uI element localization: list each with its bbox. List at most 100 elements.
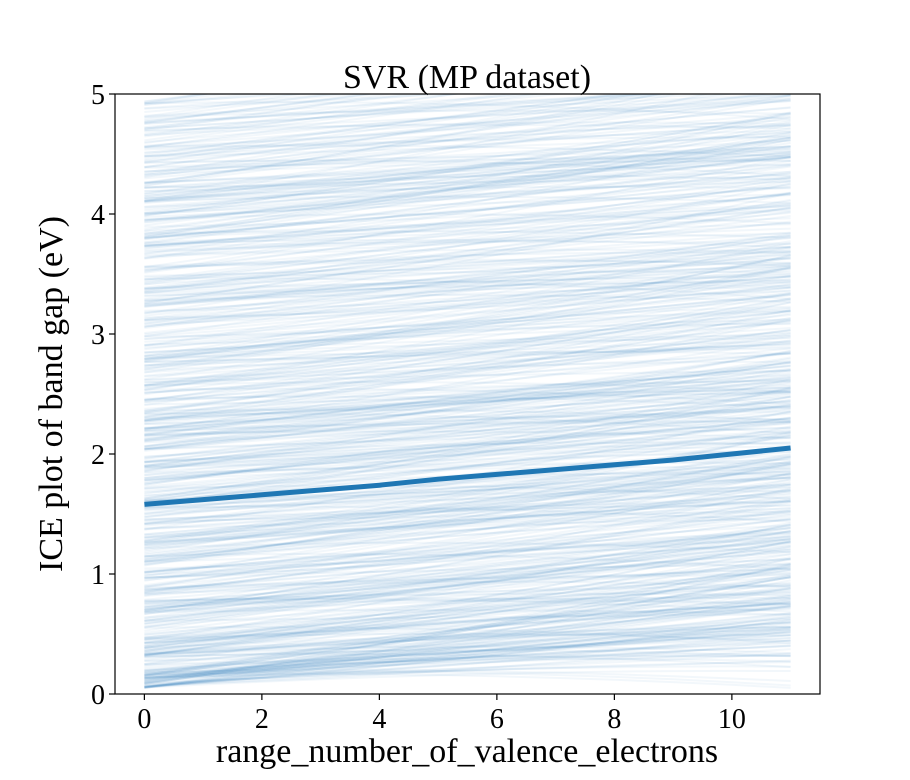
ice-curve (144, 637, 791, 674)
ice-curve (144, 390, 791, 426)
ice-curve (144, 576, 791, 619)
ice-curve (144, 94, 664, 187)
ice-curve (144, 144, 791, 158)
ice-curve (144, 248, 791, 258)
ice-curve (144, 396, 791, 467)
ice-curve (144, 627, 791, 678)
ice-curve (144, 257, 791, 306)
ice-curve (144, 576, 791, 677)
ice-curve (144, 251, 791, 271)
y-axis-label: ICE plot of band gap (eV) (33, 216, 70, 572)
ice-curve (144, 517, 791, 577)
ice-curve (144, 262, 791, 277)
ice-curve (144, 455, 791, 545)
ice-curve (144, 483, 791, 589)
ice-curve (144, 380, 791, 448)
ice-curve (144, 94, 771, 177)
ice-curve (144, 94, 416, 130)
ice-curve (144, 232, 791, 325)
ice-curve (144, 145, 791, 215)
x-tick-label: 10 (718, 704, 746, 735)
ice-curve (144, 417, 791, 444)
ice-curve (144, 654, 791, 667)
ice-curve (144, 609, 791, 616)
ice-curve (144, 297, 791, 403)
ice-curve (144, 599, 791, 684)
ice-curve (144, 634, 791, 680)
ice-curve (144, 565, 791, 665)
ice-curve (144, 593, 791, 677)
ice-curve (144, 401, 791, 464)
ice-curve (144, 395, 791, 409)
ice-curve (144, 164, 791, 215)
ice-curve (144, 184, 791, 269)
ice-curve (144, 538, 791, 572)
ice-curve (144, 395, 791, 500)
ice-curve (144, 361, 791, 431)
ice-curve (144, 545, 791, 654)
ice-curve (144, 257, 791, 300)
ice-curve (144, 531, 791, 573)
ice-curve (144, 356, 791, 448)
ice-curve (144, 605, 791, 689)
ice-curve (144, 415, 791, 430)
ice-curve (144, 94, 682, 156)
ice-curve (144, 185, 791, 199)
ice-curve (144, 386, 791, 423)
ice-curve (144, 527, 791, 616)
ice-curve (144, 629, 791, 657)
ice-curve (144, 445, 791, 470)
ice-curve (144, 177, 791, 260)
ice-curve (144, 207, 791, 254)
ice-curve (144, 206, 791, 304)
ice-curve (144, 240, 791, 338)
ice-curve (144, 265, 791, 367)
ice-curve (144, 665, 791, 686)
ice-curve (144, 127, 791, 205)
ice-curve (144, 541, 791, 611)
ice-curve (144, 576, 791, 676)
ice-curve (144, 478, 791, 587)
ice-curve (144, 412, 791, 435)
ice-curve (144, 483, 791, 561)
partial-dependence-series (144, 445, 791, 507)
ice-curve (144, 464, 791, 514)
ice-curve (144, 419, 791, 440)
ice-curve (144, 496, 791, 525)
ice-curve (144, 461, 791, 497)
ice-curve (144, 612, 791, 683)
ice-curve (144, 455, 791, 519)
ice-curve (144, 386, 791, 429)
ice-curve (144, 124, 791, 178)
ice-curve (144, 238, 791, 249)
ice-curve (144, 150, 791, 196)
ice-curve (144, 260, 791, 269)
ice-curve (144, 121, 791, 227)
ice-curve (144, 292, 791, 390)
ice-curve (144, 633, 791, 650)
ice-curve (144, 373, 791, 436)
ice-curve (144, 280, 791, 307)
ice-curve (144, 629, 791, 658)
ice-curve (144, 558, 791, 597)
ice-curve (144, 121, 791, 136)
ice-curve (144, 563, 791, 579)
ice-curve (144, 392, 791, 437)
ice-curve (144, 387, 791, 507)
ice-curve (144, 572, 791, 589)
ice-curve (144, 472, 791, 582)
ice-curve (144, 458, 791, 474)
ice-curve (144, 530, 791, 595)
ice-curve (144, 191, 791, 272)
ice-curve (144, 392, 791, 420)
ice-curve (144, 476, 791, 522)
ice-curve (144, 605, 791, 684)
ice-curve (144, 246, 791, 285)
y-tick-label: 3 (91, 320, 105, 351)
ice-curve (144, 408, 791, 483)
ice-curve (144, 94, 622, 154)
ice-curve (144, 176, 791, 222)
ice-curve (144, 543, 791, 596)
ice-curve (144, 293, 791, 371)
ice-curve (144, 120, 791, 202)
